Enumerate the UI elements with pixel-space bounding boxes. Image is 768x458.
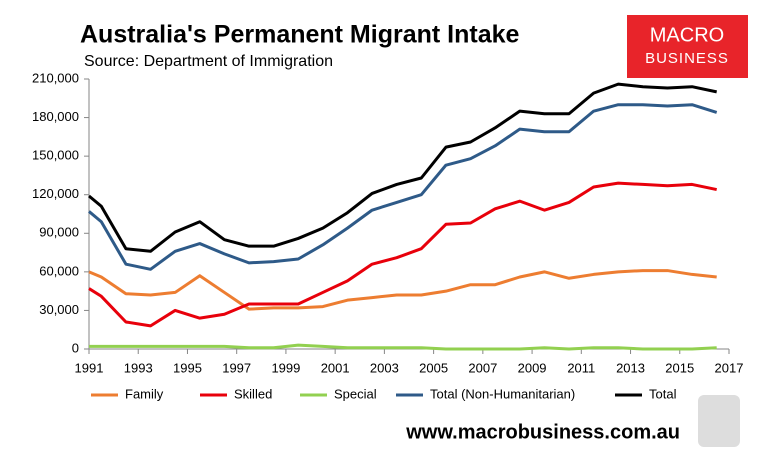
x-tick-label: 2005 <box>419 360 448 375</box>
series-line <box>89 343 717 351</box>
logo-box <box>627 15 748 78</box>
x-tick-label: 1995 <box>173 360 202 375</box>
legend-label: Total <box>649 386 677 401</box>
x-tick-label: 2015 <box>665 360 694 375</box>
series-line <box>88 181 717 328</box>
x-tick-label: 2001 <box>321 360 350 375</box>
x-tick-label: 2003 <box>370 360 399 375</box>
y-tick-label: 0 <box>72 340 79 355</box>
y-tick-label: 60,000 <box>39 263 79 278</box>
chart-subtitle: Source: Department of Immigration <box>84 53 333 70</box>
x-tick-label: 2013 <box>616 360 645 375</box>
series-line <box>88 82 717 253</box>
x-tick-label: 2017 <box>715 360 744 375</box>
x-tick-label: 1997 <box>222 360 251 375</box>
chart-title: Australia's Permanent Migrant Intake <box>80 21 520 49</box>
logo-text: MACRO <box>650 24 724 46</box>
x-tick-label: 1991 <box>75 360 104 375</box>
legend-label: Skilled <box>234 386 272 401</box>
x-tick-label: 2011 <box>567 360 595 375</box>
series-line <box>88 269 717 311</box>
logo-icon <box>698 395 740 447</box>
legend-label: Special <box>334 386 377 401</box>
y-tick-label: 150,000 <box>32 148 79 163</box>
logo-text: BUSINESS <box>645 50 729 67</box>
x-tick-label: 1999 <box>271 360 300 375</box>
series-line <box>88 103 718 271</box>
y-tick-label: 180,000 <box>32 109 79 124</box>
x-tick-label: 2009 <box>518 360 547 375</box>
footer-url: www.macrobusiness.com.au <box>405 421 680 443</box>
y-tick-label: 30,000 <box>39 302 79 317</box>
legend-label: Total (Non-Humanitarian) <box>430 386 575 401</box>
x-tick-label: 1993 <box>124 360 153 375</box>
y-tick-label: 120,000 <box>32 186 79 201</box>
x-tick-label: 2007 <box>468 360 497 375</box>
y-tick-label: 210,000 <box>32 70 79 85</box>
y-tick-label: 90,000 <box>39 225 79 240</box>
legend-label: Family <box>125 386 164 401</box>
